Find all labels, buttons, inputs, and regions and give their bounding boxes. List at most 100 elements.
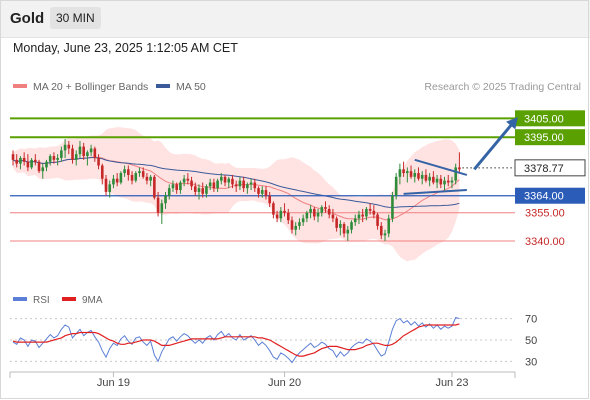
candle-body bbox=[353, 218, 357, 223]
candle-body bbox=[179, 182, 182, 191]
candle bbox=[52, 152, 56, 164]
level-label-bg-3405-00 bbox=[515, 110, 585, 127]
candle-body bbox=[160, 203, 164, 213]
candle bbox=[409, 165, 413, 179]
candle-body bbox=[238, 180, 242, 187]
candle bbox=[435, 174, 439, 189]
candle-body bbox=[242, 180, 245, 189]
candle-body bbox=[201, 188, 205, 194]
candle-body bbox=[458, 167, 461, 170]
candle-body bbox=[104, 178, 108, 192]
candle-body bbox=[413, 173, 417, 177]
candle-body bbox=[78, 146, 82, 155]
candle bbox=[26, 154, 30, 172]
candle-body bbox=[15, 159, 19, 164]
candle bbox=[305, 210, 309, 223]
candle-body bbox=[89, 148, 93, 153]
candle-body bbox=[100, 165, 104, 179]
level-label-3395-00: 3395.00 bbox=[524, 132, 564, 144]
candle-body bbox=[246, 184, 249, 189]
candle bbox=[130, 171, 134, 185]
candle-body bbox=[67, 144, 71, 149]
candle bbox=[316, 208, 320, 223]
candle-body bbox=[74, 154, 78, 160]
candle bbox=[56, 154, 59, 166]
candle-body bbox=[342, 224, 346, 234]
candle-body bbox=[339, 224, 342, 228]
candle-body bbox=[208, 182, 212, 187]
candle bbox=[331, 208, 335, 223]
candle bbox=[398, 163, 402, 185]
projection-arrow-head bbox=[506, 117, 518, 130]
candle-body bbox=[394, 176, 398, 196]
candle-body bbox=[275, 214, 279, 219]
rsi-tick-label-70: 70 bbox=[525, 314, 537, 326]
candle-body bbox=[424, 174, 428, 181]
timeframe-badge[interactable]: 30 MIN bbox=[50, 7, 101, 29]
candle-body bbox=[409, 171, 413, 177]
candle-body bbox=[22, 157, 26, 162]
candle bbox=[268, 191, 271, 208]
candle bbox=[78, 140, 82, 158]
candle-body bbox=[26, 161, 30, 168]
candle-body bbox=[11, 154, 15, 160]
candle-body bbox=[60, 150, 63, 158]
candle bbox=[313, 207, 316, 221]
candle-body bbox=[19, 157, 22, 164]
candle bbox=[420, 171, 424, 185]
level-label-3355-00: 3355.00 bbox=[525, 208, 565, 220]
level-label-bg-3395-00 bbox=[515, 129, 585, 146]
candle bbox=[234, 180, 238, 192]
candle bbox=[100, 163, 104, 185]
candle-body bbox=[402, 169, 405, 174]
candle-body bbox=[34, 159, 37, 162]
candle-body bbox=[257, 188, 260, 194]
candle-body bbox=[112, 178, 115, 185]
legend-label-rsi: RSI bbox=[33, 295, 50, 306]
candle bbox=[108, 180, 112, 198]
candle-body bbox=[335, 218, 338, 228]
candle bbox=[238, 176, 242, 191]
candle-body bbox=[63, 144, 67, 151]
candle bbox=[223, 174, 227, 187]
candle-body bbox=[313, 208, 316, 217]
candle bbox=[383, 229, 387, 242]
candle-body bbox=[435, 178, 439, 183]
candle bbox=[60, 146, 63, 162]
candle-body bbox=[86, 152, 89, 157]
candle-body bbox=[164, 195, 167, 204]
rsi-legend: RSI 9MA bbox=[13, 295, 103, 306]
candle bbox=[249, 178, 253, 191]
candle bbox=[376, 212, 379, 230]
candle bbox=[260, 186, 264, 198]
candle bbox=[193, 182, 197, 196]
candle bbox=[212, 178, 216, 192]
candle-body bbox=[149, 176, 152, 181]
candle-body bbox=[443, 180, 446, 185]
candle bbox=[443, 176, 446, 191]
candle bbox=[153, 174, 156, 200]
candle-body bbox=[446, 180, 450, 183]
candle-body bbox=[260, 190, 264, 194]
candle-body bbox=[357, 214, 361, 219]
candle bbox=[327, 205, 331, 219]
rsi-tick-label-50: 50 bbox=[525, 335, 537, 347]
candle bbox=[298, 218, 301, 230]
candle bbox=[335, 216, 338, 232]
candle-body bbox=[216, 180, 219, 189]
candle bbox=[34, 154, 37, 166]
candle bbox=[365, 207, 368, 221]
candle-body bbox=[432, 176, 435, 183]
candle bbox=[324, 201, 327, 213]
candle-body bbox=[227, 178, 231, 183]
candle bbox=[290, 216, 294, 234]
candle bbox=[37, 159, 41, 174]
candle bbox=[134, 171, 138, 183]
candle bbox=[19, 156, 22, 170]
candle bbox=[97, 154, 100, 170]
candle bbox=[220, 173, 223, 185]
candle-body bbox=[372, 210, 376, 215]
candle bbox=[428, 173, 431, 187]
candle-body bbox=[71, 148, 74, 160]
